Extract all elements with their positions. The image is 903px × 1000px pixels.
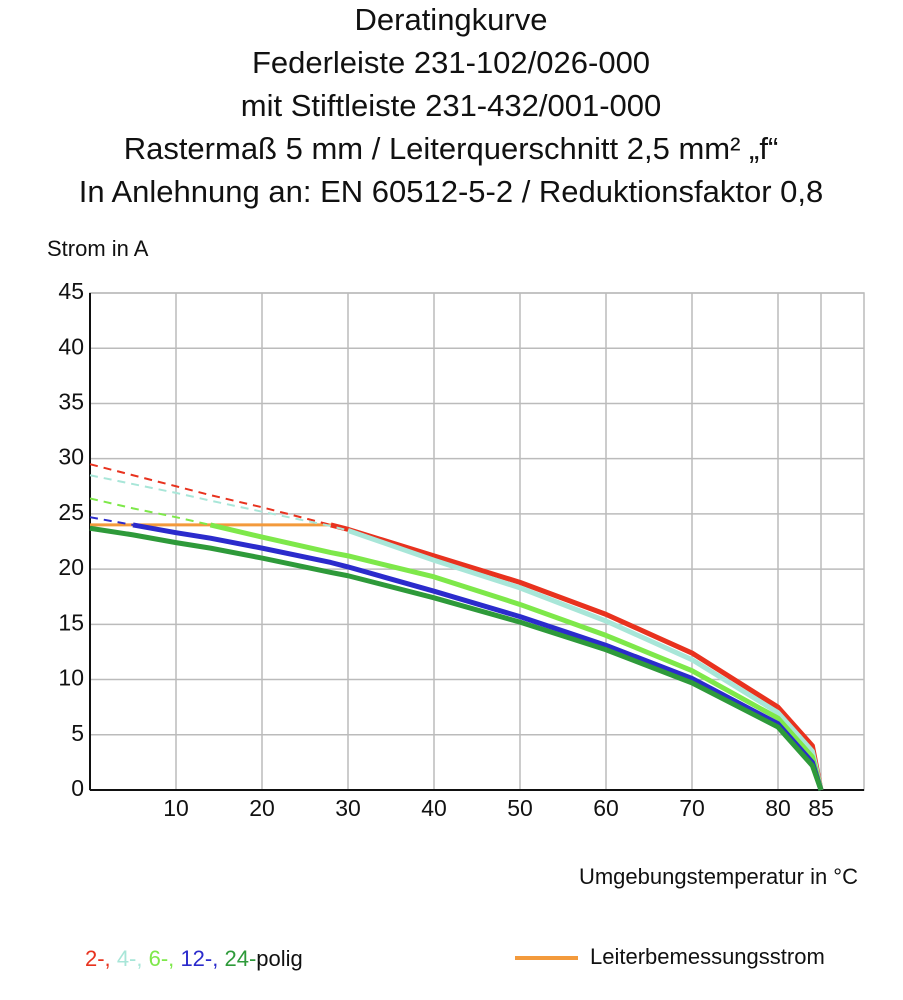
y-tick-label: 30 <box>58 444 84 470</box>
legend-label: 12-, <box>180 946 218 971</box>
chart-title: Rastermaß 5 mm / Leiterquerschnitt 2,5 m… <box>124 131 779 166</box>
x-tick-label: 30 <box>335 795 361 821</box>
y-tick-label: 35 <box>58 389 84 415</box>
y-tick-label: 45 <box>58 278 84 304</box>
chart-title: Federleiste 231-102/026-000 <box>252 45 650 80</box>
extrapolated-line <box>89 497 211 526</box>
y-tick-label: 15 <box>58 609 84 635</box>
line <box>330 522 824 791</box>
y-tick-label: 0 <box>71 775 84 801</box>
extrapolated-line <box>89 516 134 526</box>
extrapolated-line <box>89 474 349 532</box>
y-tick-label: 10 <box>58 665 84 691</box>
x-tick-label: 40 <box>421 795 447 821</box>
line <box>209 522 824 791</box>
x-tick-label: 60 <box>593 795 619 821</box>
line <box>132 522 824 791</box>
legend-label: 24- <box>224 946 256 971</box>
chart-title: Deratingkurve <box>355 2 548 37</box>
extrapolated-line <box>89 463 332 526</box>
x-tick-label: 70 <box>679 795 705 821</box>
y-tick-label: 40 <box>58 333 84 359</box>
x-axis-label: Umgebungstemperatur in °C <box>579 864 858 889</box>
legend-label: 4-, <box>117 946 143 971</box>
chart-title: In Anlehnung an: EN 60512-5-2 / Reduktio… <box>79 174 824 209</box>
plot-frame <box>89 292 865 791</box>
y-tick-label: 5 <box>71 720 84 746</box>
legend: 2-, 4-, 6-, 12-, 24-polig <box>85 946 303 971</box>
legend-suffix: polig <box>256 946 302 971</box>
chart-title: mit Stiftleiste 231-432/001-000 <box>241 88 661 123</box>
x-tick-label: 50 <box>507 795 533 821</box>
legend-label: Leiterbemessungsstrom <box>590 944 825 969</box>
x-tick-label: 10 <box>163 795 189 821</box>
x-tick-label: 85 <box>808 795 834 821</box>
legend-label: 6-, <box>149 946 175 971</box>
legend-label: 2-, <box>85 946 111 971</box>
x-tick-label: 80 <box>765 795 791 821</box>
y-axis-label: Strom in A <box>47 236 149 261</box>
line <box>347 528 824 791</box>
y-tick-label: 20 <box>58 554 84 580</box>
y-tick-label: 25 <box>58 499 84 525</box>
x-tick-label: 20 <box>249 795 275 821</box>
line <box>89 525 824 791</box>
